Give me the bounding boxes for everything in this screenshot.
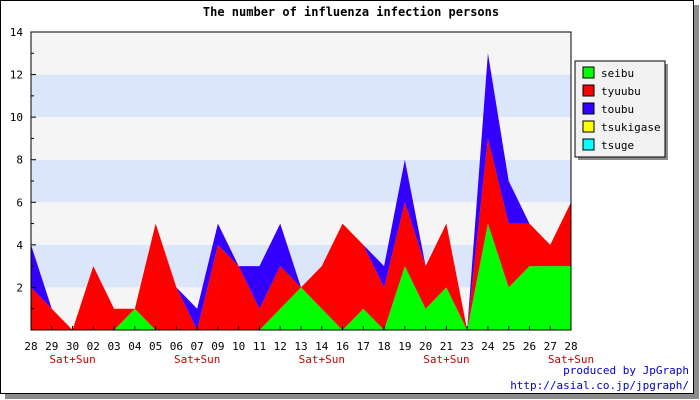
weekend-label: Sat+Sun: [423, 353, 469, 366]
series-area-seibu: [31, 223, 571, 330]
legend-label-tsuge: tsuge: [601, 139, 634, 152]
x-tick-label: 24: [481, 340, 495, 353]
series-area-tyuubu: [31, 138, 571, 330]
legend-label-tsukigase: tsukigase: [601, 121, 661, 134]
chart-title: The number of influenza infection person…: [203, 5, 499, 19]
y-tick-label: 2: [16, 281, 23, 294]
grid-band: [31, 74, 571, 118]
weekend-label: Sat+Sun: [299, 353, 345, 366]
x-tick-label: 14: [315, 340, 329, 353]
x-tick-label: 03: [107, 340, 120, 353]
y-tick-labels: 2 4 6 8 10 12 14: [10, 26, 24, 294]
legend-label-tyuubu: tyuubu: [601, 85, 641, 98]
x-tick-label: 23: [461, 340, 474, 353]
x-tick-label: 06: [170, 340, 183, 353]
x-tick-label: 20: [419, 340, 432, 353]
x-tick-label: 04: [128, 340, 142, 353]
legend-label-toubu: toubu: [601, 103, 634, 116]
axes: [30, 31, 572, 331]
credit-line-2[interactable]: http://asial.co.jp/jpgraph/: [510, 379, 689, 392]
x-tick-label: 18: [377, 340, 390, 353]
x-tick-label: 29: [45, 340, 58, 353]
y-tick-label: 12: [10, 69, 23, 82]
y-tick-label: 6: [16, 196, 23, 209]
grid-band: [31, 32, 571, 75]
weekend-label: Sat+Sun: [174, 353, 220, 366]
x-tick-label: 05: [149, 340, 162, 353]
x-tick-label: 09: [211, 340, 224, 353]
x-tick-label: 13: [294, 340, 307, 353]
y-tick-label: 10: [10, 111, 23, 124]
series-areas: [31, 53, 571, 330]
x-tick-label: 26: [523, 340, 536, 353]
x-tick-label: 19: [398, 340, 411, 353]
legend-swatch-tyuubu: [582, 84, 595, 97]
legend-swatch-toubu: [582, 102, 595, 115]
legend-swatch-tsukigase: [582, 120, 595, 133]
legend: seibu tyuubu toubu tsukigase tsuge: [574, 60, 668, 160]
x-tick-label: 11: [253, 340, 266, 353]
x-tick-label: 17: [357, 340, 370, 353]
x-tick-label: 10: [232, 340, 245, 353]
y-tick-label: 4: [16, 239, 23, 252]
x-tick-label: 07: [191, 340, 204, 353]
x-tick-label: 12: [274, 340, 287, 353]
x-tick-label: 16: [336, 340, 349, 353]
x-tick-label: 30: [66, 340, 79, 353]
credit-line-1: produced by JpGraph: [563, 364, 689, 377]
legend-swatch-tsuge: [582, 138, 595, 151]
legend-label-seibu: seibu: [601, 67, 634, 80]
legend-swatch-seibu: [582, 66, 595, 79]
credit-link[interactable]: http://asial.co.jp/jpgraph/: [510, 379, 689, 392]
weekend-label: Sat+Sun: [49, 353, 95, 366]
x-tick-label: 21: [440, 340, 453, 353]
x-tick-label: 28: [24, 340, 37, 353]
x-tick-label: 25: [502, 340, 515, 353]
y-tick-label: 8: [16, 154, 23, 167]
x-tick-label: 28: [564, 340, 577, 353]
x-tick-labels: 28 29 30 02 03 04 05 06 07 09 10 11 12 13 14 16 17 18 19 20…: [24, 340, 594, 366]
x-tick-label: 02: [87, 340, 100, 353]
x-tick-label: 27: [544, 340, 557, 353]
chart-frame: The number of influenza infection person…: [0, 0, 694, 394]
weekend-label: Sat+Sun: [548, 353, 594, 366]
y-tick-label: 14: [10, 26, 24, 39]
area-chart: The number of influenza infection person…: [10, 5, 689, 392]
